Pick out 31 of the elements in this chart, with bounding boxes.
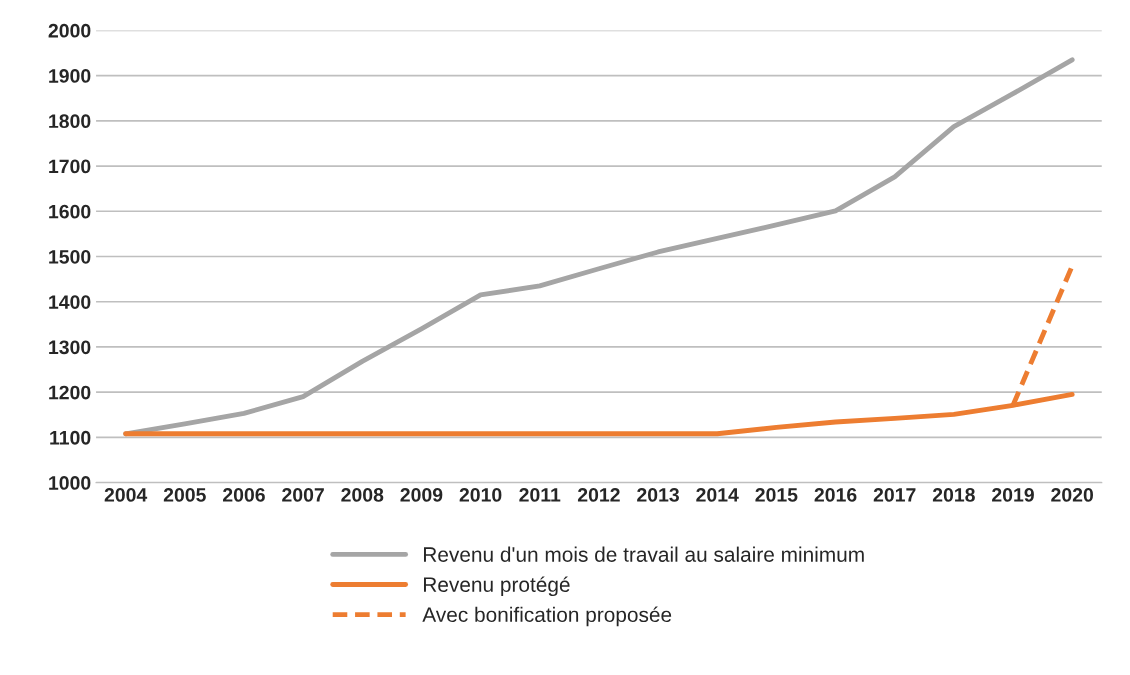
x-tick-label: 2006	[223, 488, 265, 502]
y-tick-label: 1600	[49, 204, 91, 219]
x-tick-label: 2004	[104, 488, 148, 502]
x-tick-label: 2012	[577, 488, 620, 502]
x-tick-label: 2005	[163, 488, 206, 502]
y-tick-label: 1200	[49, 385, 91, 400]
x-tick-label: 2016	[814, 488, 857, 502]
y-tick-label: 1500	[49, 249, 91, 264]
y-tick-label: 1000	[49, 476, 91, 490]
y-tick-label: 1300	[49, 340, 91, 355]
x-tick-label: 2017	[873, 488, 916, 502]
x-tick-label: 2019	[992, 488, 1034, 502]
legend-label: Avec bonification proposée	[422, 606, 672, 627]
y-tick-label: 1800	[49, 114, 91, 129]
x-tick-label: 2008	[341, 488, 384, 502]
y-tick-label: 1100	[50, 430, 91, 445]
y-tick-label: 2000	[48, 23, 91, 38]
x-tick-label: 2007	[282, 488, 324, 502]
legend-label: Revenu d'un mois de travail au salaire minimum	[424, 546, 864, 562]
y-tick-label: 1700	[49, 159, 91, 174]
x-tick-label: 2018	[932, 488, 975, 502]
x-tick-label: 2013	[637, 488, 679, 502]
y-tick-label: 1400	[49, 295, 91, 309]
x-tick-label: 2015	[755, 488, 798, 502]
x-tick-label: 2011	[519, 488, 561, 502]
x-tick-label: 2020	[1051, 488, 1093, 502]
x-tick-label: 2014	[696, 488, 739, 502]
x-tick-label: 2009	[400, 488, 443, 502]
x-tick-label: 2010	[459, 488, 502, 502]
y-tick-label: 1900	[49, 69, 91, 83]
legend-label: Revenu protégé	[424, 576, 570, 597]
